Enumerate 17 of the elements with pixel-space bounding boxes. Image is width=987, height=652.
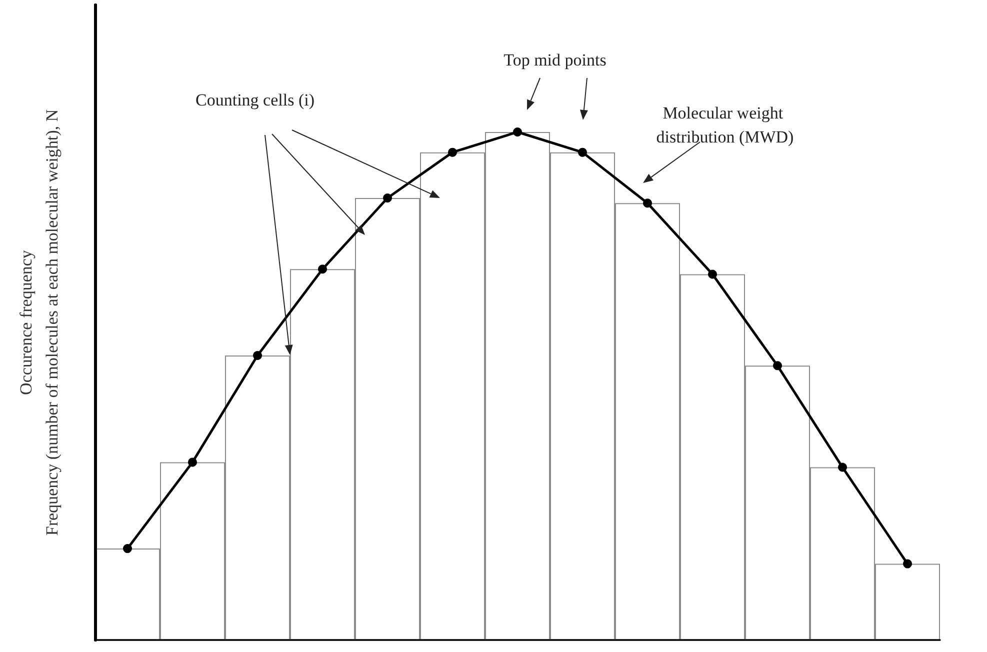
point [448,148,457,157]
point [578,148,587,157]
y-axis-title: Occurence frequency Frequency (number of molecules at each molecular weight), N [16,109,62,536]
point [903,559,912,568]
point [318,264,327,274]
point [643,198,652,208]
point [708,270,717,279]
point [383,194,392,203]
point [123,544,132,554]
point [253,351,262,360]
point [773,361,782,370]
point [838,462,847,472]
point [513,128,522,136]
point [188,458,197,467]
annotation: Molecular weight distribution (MWD) [656,104,794,146]
text: Top mid points [504,50,606,70]
text: Counting cells (i) [196,90,314,110]
